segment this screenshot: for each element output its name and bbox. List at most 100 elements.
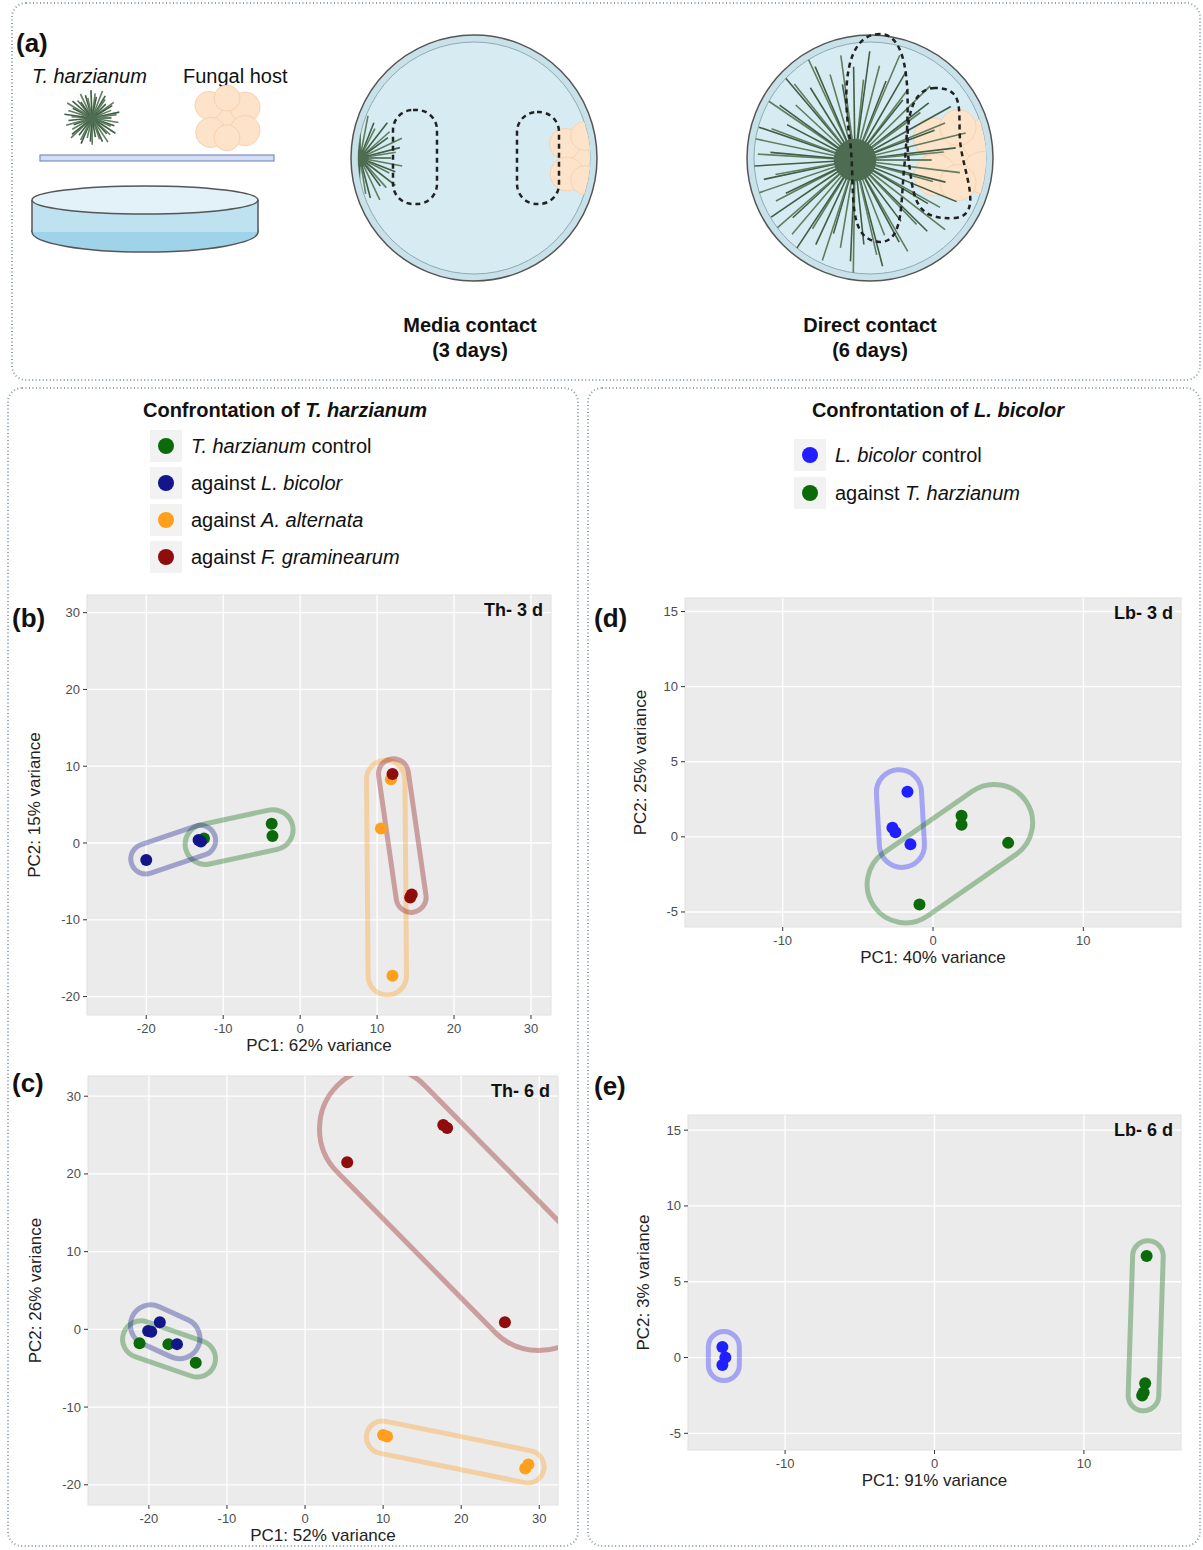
data-point	[913, 898, 925, 910]
legend-entry-part: against	[191, 546, 261, 568]
axis-title: PC2: 15% variance	[25, 732, 44, 878]
tick-label-part: 10	[667, 1198, 681, 1213]
tick-mark	[377, 1015, 378, 1019]
group-outline	[364, 1418, 547, 1486]
tick-label: 20	[66, 682, 80, 697]
tick-label-part: 30	[66, 605, 80, 620]
hypha	[332, 141, 360, 158]
axis-title-part: PC1: 91% variance	[862, 1471, 1008, 1490]
host-lobe	[571, 166, 600, 195]
group-outline	[127, 821, 220, 878]
tick-label: -10	[218, 1511, 237, 1526]
host-lobe	[214, 125, 240, 151]
legend-title-part: L. bicolor	[974, 399, 1065, 421]
grid-line	[784, 1115, 785, 1450]
legend-title-part: T. harzianum	[305, 399, 427, 421]
tick-mark	[681, 761, 685, 762]
data-point	[140, 854, 152, 866]
tick-mark	[1083, 1450, 1084, 1454]
stage-label-part: Media contact	[403, 314, 537, 336]
grid-line	[688, 1130, 1181, 1131]
tick-mark	[83, 689, 87, 690]
tick-label-part: -10	[214, 1021, 233, 1036]
plot-title-part: Th- 3 d	[484, 600, 543, 620]
tick-label: 10	[667, 1198, 681, 1213]
data-point	[441, 1122, 453, 1134]
plot-title-part: Th- 6 d	[491, 1081, 550, 1101]
tick-mark	[684, 1433, 688, 1434]
grid-line	[87, 996, 551, 997]
panel-letter-part: (d)	[594, 603, 627, 633]
tick-mark	[226, 1505, 227, 1509]
tick-mark	[148, 1505, 149, 1509]
host-colony	[914, 110, 1005, 201]
legend-title: Confrontation of L. bicolor	[812, 399, 1065, 421]
tick-label-part: 0	[73, 836, 80, 851]
axis-title: PC1: 40% variance	[860, 948, 1006, 967]
legend-key	[150, 504, 182, 536]
sampling-zone	[846, 34, 907, 242]
tick-mark	[305, 1505, 306, 1509]
tick-label-part: -20	[137, 1021, 156, 1036]
tick-label: 10	[370, 1021, 384, 1036]
data-point	[195, 835, 207, 847]
data-point	[386, 768, 398, 780]
data-point	[404, 892, 416, 904]
data-point	[375, 822, 387, 834]
points	[134, 1119, 535, 1475]
data-point	[134, 1337, 146, 1349]
grid-line	[87, 689, 551, 690]
panel-frame	[8, 388, 578, 1546]
data-point	[1002, 837, 1014, 849]
plot-background	[87, 595, 551, 1015]
tick-mark	[684, 1205, 688, 1206]
tick-label: 10	[67, 1244, 81, 1259]
tick-mark	[84, 1173, 88, 1174]
grid-line	[146, 595, 147, 1015]
tick-label-part: -20	[61, 989, 80, 1004]
tick-label: 0	[931, 1456, 938, 1471]
tick-mark	[785, 1450, 786, 1454]
plot-title: Th- 6 d	[491, 1081, 550, 1101]
dish-content	[318, 116, 622, 200]
grid-line	[223, 595, 224, 1015]
figure: (a)T. harzianumFungal hostMedia contact(…	[0, 0, 1203, 1550]
tick-label: 5	[671, 754, 678, 769]
legend-entry-part: against	[835, 482, 905, 504]
grid-line	[1083, 1115, 1084, 1450]
tick-label-part: -10	[61, 912, 80, 927]
tick-label: 0	[674, 1350, 681, 1365]
grid-line	[685, 686, 1181, 687]
tick-label-part: 10	[1077, 1456, 1091, 1471]
grid-line	[782, 598, 783, 927]
data-point	[716, 1341, 728, 1353]
tick-mark	[83, 919, 87, 920]
axis-title: PC2: 3% variance	[634, 1214, 653, 1350]
colony-center	[351, 149, 368, 166]
organism-label-part: T. harzianum	[32, 65, 147, 87]
tick-label: 30	[524, 1021, 538, 1036]
group-outline	[294, 1076, 558, 1376]
legend-key	[150, 467, 182, 499]
tick-label: 20	[454, 1511, 468, 1526]
tick-mark	[934, 1450, 935, 1454]
axis-title-part: PC2: 25% variance	[631, 690, 650, 836]
data-point	[889, 826, 901, 838]
legend-swatch	[158, 512, 174, 528]
tick-label-part: 30	[532, 1511, 546, 1526]
grid-line	[226, 1076, 227, 1505]
tick-label-part: 0	[297, 1021, 304, 1036]
tick-label: 5	[674, 1274, 681, 1289]
plot-background	[688, 1115, 1181, 1450]
tick-label: 0	[73, 836, 80, 851]
stage-duration-part: (6 days)	[832, 339, 908, 361]
hypha	[318, 151, 360, 158]
tick-label-part: 10	[67, 1244, 81, 1259]
hypha	[321, 158, 360, 171]
tick-label: -5	[666, 904, 678, 919]
tick-label-part: 0	[929, 933, 936, 948]
stage-duration: (6 days)	[832, 339, 908, 361]
axis-title: PC1: 91% variance	[862, 1471, 1008, 1490]
grid-line	[934, 1115, 935, 1450]
grid-line	[299, 595, 300, 1015]
